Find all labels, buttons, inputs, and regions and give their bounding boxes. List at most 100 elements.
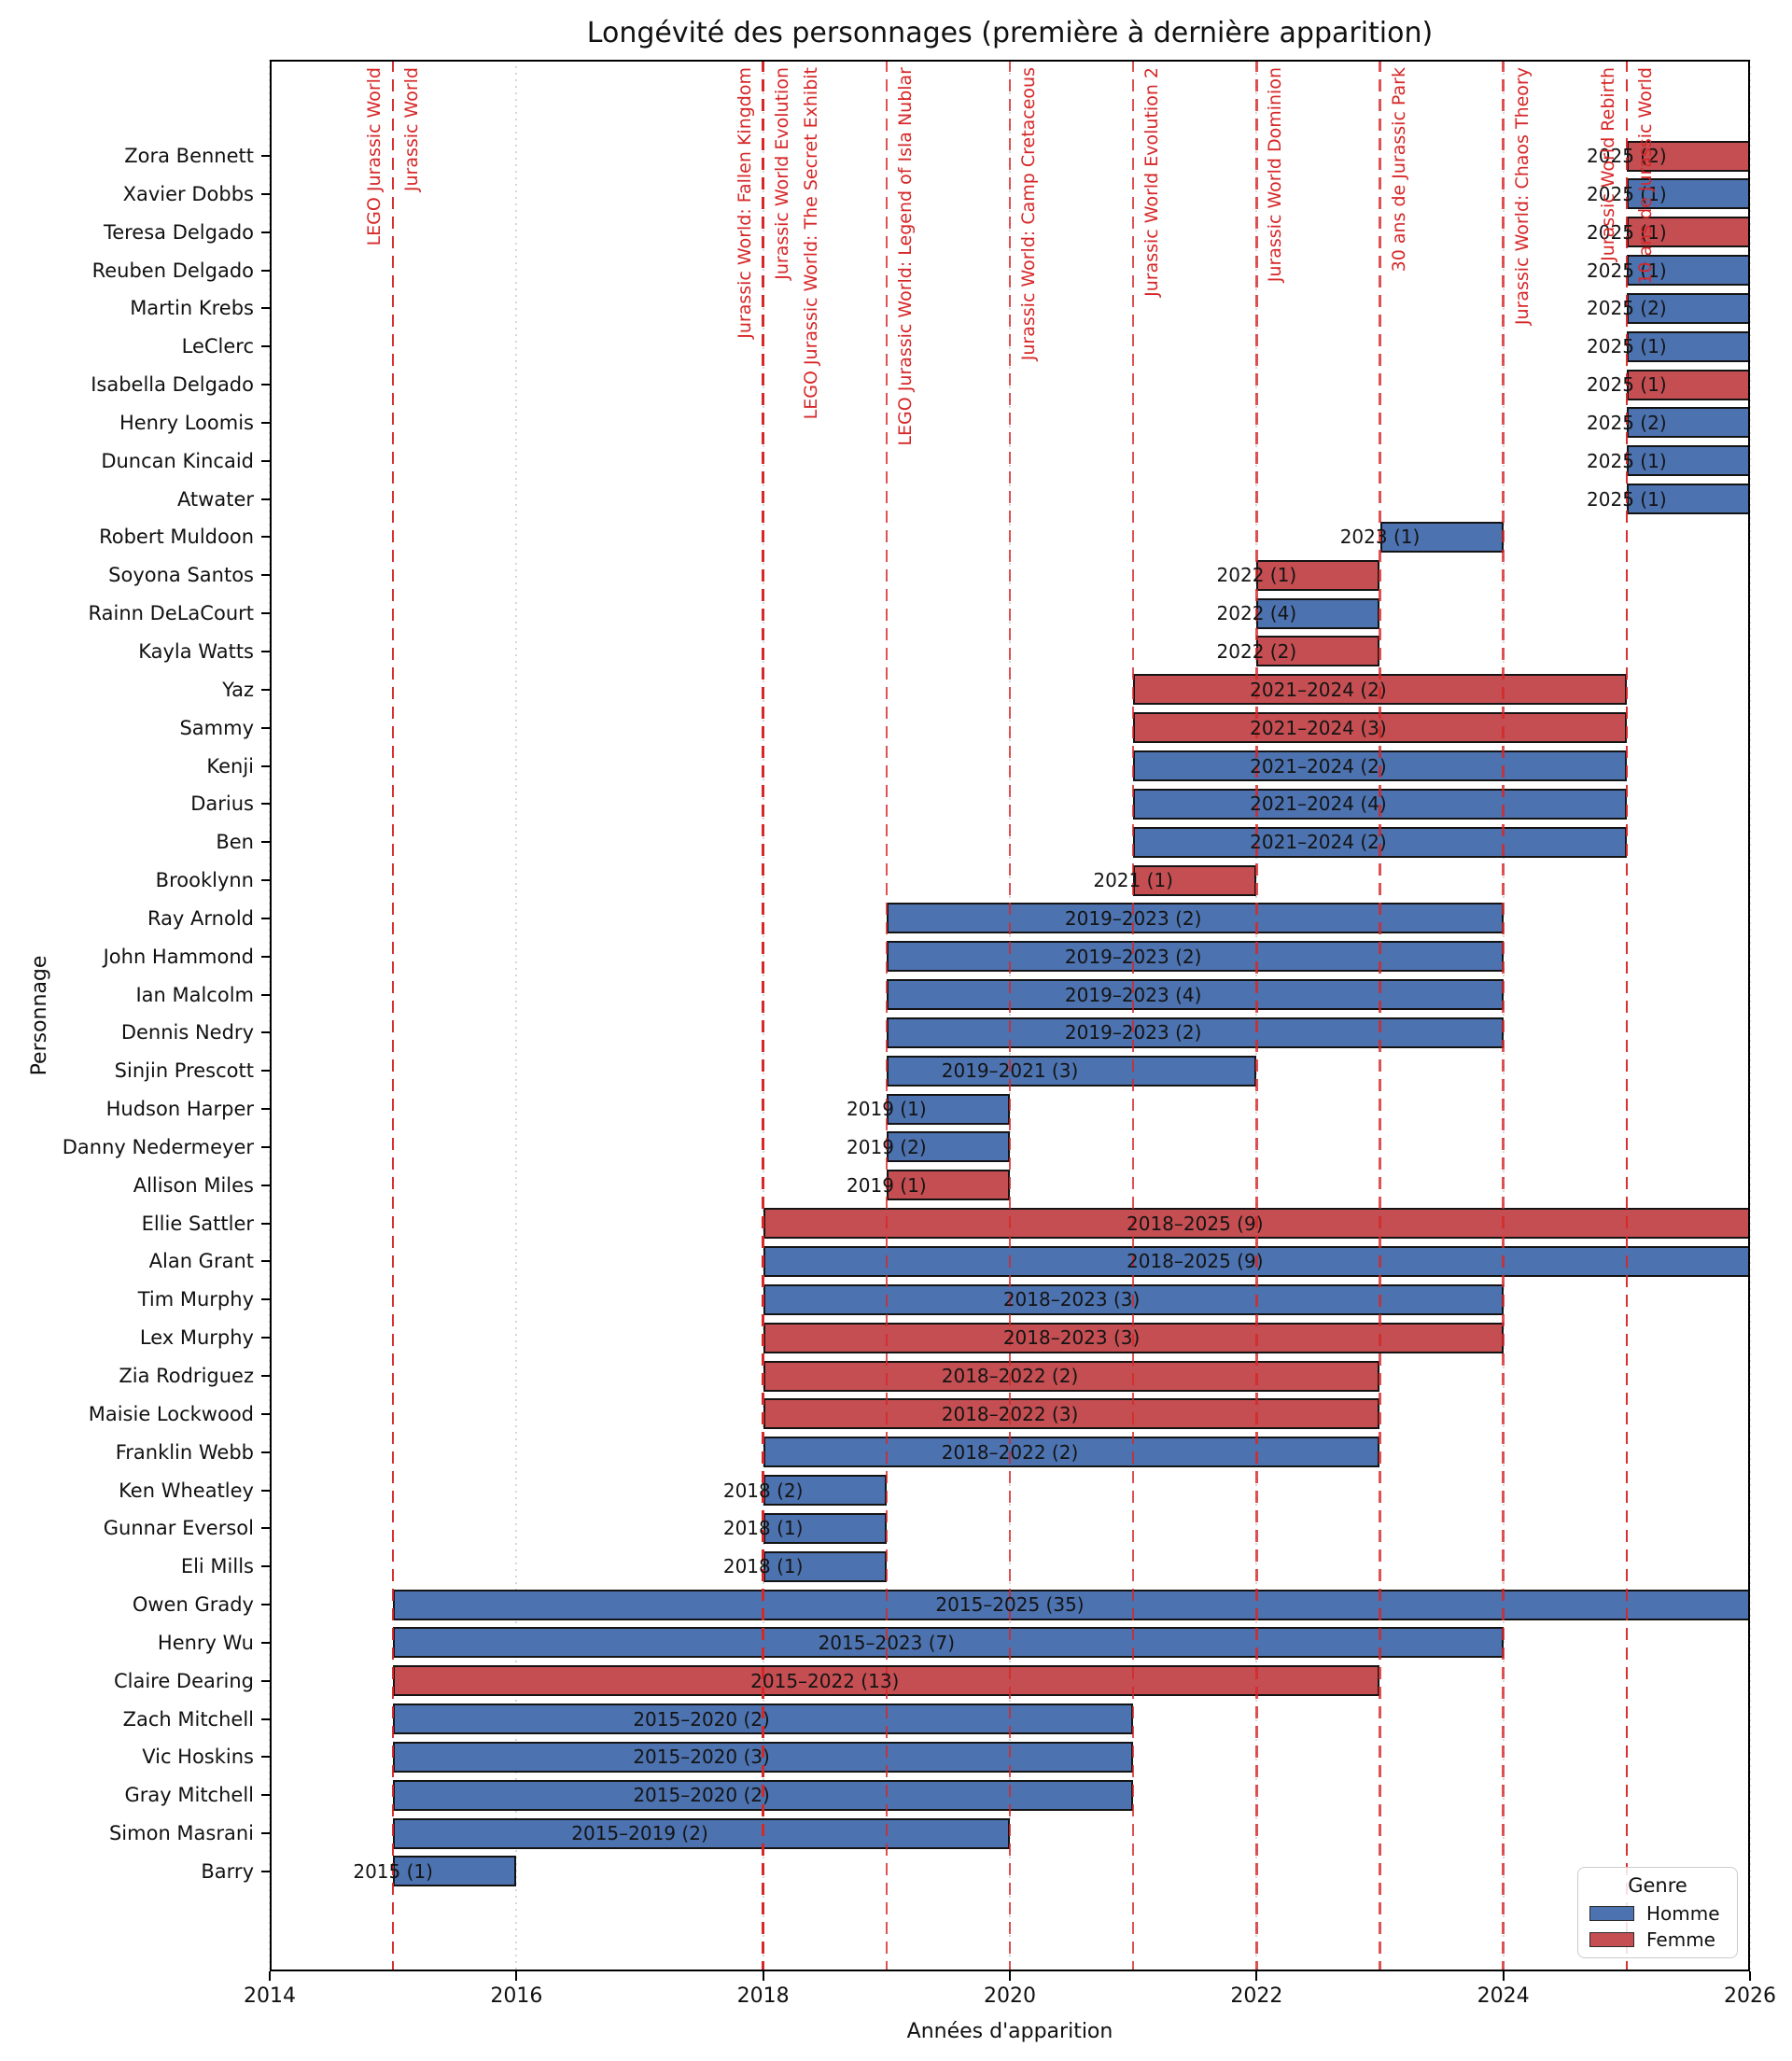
y-tick-mark	[261, 231, 270, 233]
y-tick-label: Henry Wu	[157, 1631, 254, 1654]
y-tick-mark	[261, 1756, 270, 1759]
x-tick-label: 2016	[490, 1984, 543, 2008]
legend-item-label: Femme	[1646, 1928, 1715, 1951]
y-tick-label: Rainn DeLaCourt	[88, 602, 254, 625]
event-label: LEGO Jurassic World: Legend of Isla Nubl…	[894, 67, 916, 446]
gantt-bar	[1626, 407, 1750, 439]
y-tick-mark	[261, 1870, 270, 1872]
gantt-bar	[763, 1437, 1380, 1468]
y-tick-mark	[261, 155, 270, 157]
y-tick-label: Darius	[190, 792, 254, 816]
y-tick-mark	[261, 384, 270, 386]
y-tick-label: Maisie Lockwood	[88, 1402, 254, 1425]
x-tick-mark	[1009, 1971, 1011, 1981]
y-tick-label: Henry Loomis	[119, 411, 254, 434]
bar-range-label: 2015–2019 (2)	[571, 1822, 708, 1845]
y-tick-mark	[261, 269, 270, 272]
x-tick-mark	[1255, 1971, 1258, 1981]
event-line	[1008, 60, 1012, 1971]
y-tick-label: Kenji	[206, 754, 254, 778]
y-tick-label: Teresa Delgado	[103, 220, 254, 244]
y-tick-mark	[261, 421, 270, 424]
x-tick-label: 2024	[1477, 1984, 1530, 2008]
bar-range-label: 2015 (1)	[353, 1859, 433, 1883]
bar-range-label: 2025 (2)	[1587, 145, 1667, 167]
gantt-bar	[886, 903, 1504, 934]
gantt-bar	[1256, 559, 1380, 591]
y-tick-label: Robert Muldoon	[99, 526, 254, 549]
y-tick-label: Gunnar Eversol	[103, 1517, 254, 1540]
y-tick-label: Barry	[201, 1859, 254, 1883]
gantt-bar	[393, 1589, 1750, 1620]
y-tick-mark	[261, 1565, 270, 1568]
gantt-bar	[1626, 140, 1750, 172]
legend-swatch	[1589, 1932, 1634, 1947]
event-label: 30 ans de Jurassic Park	[1388, 67, 1409, 273]
event-label: Jurassic World Evolution 2	[1141, 67, 1163, 297]
y-tick-mark	[261, 1489, 270, 1492]
y-tick-mark	[261, 192, 270, 195]
gantt-bar	[886, 979, 1504, 1011]
event-line	[1625, 60, 1629, 1971]
y-tick-mark	[261, 841, 270, 844]
legend-item: Homme	[1589, 1902, 1737, 1925]
y-tick-label: Brooklynn	[155, 869, 254, 892]
x-tick-mark	[762, 1971, 764, 1981]
y-tick-mark	[261, 879, 270, 882]
event-line	[1255, 60, 1258, 1971]
y-tick-label: Gray Mitchell	[124, 1784, 254, 1807]
bar-range-label: 2025 (2)	[1587, 297, 1667, 320]
gantt-bar	[1626, 255, 1750, 287]
x-axis-label: Années d'apparition	[906, 2020, 1113, 2043]
y-tick-mark	[261, 1375, 270, 1377]
event-label: Jurassic World: Chaos Theory	[1511, 67, 1533, 326]
y-tick-label: Zora Bennett	[124, 145, 254, 167]
gantt-bar	[763, 1475, 887, 1507]
gantt-bar	[886, 1016, 1504, 1048]
y-tick-mark	[261, 1451, 270, 1453]
y-tick-mark	[261, 1679, 270, 1682]
gantt-bar	[1626, 217, 1750, 248]
gantt-bar	[763, 1550, 887, 1582]
y-tick-label: Zia Rodriguez	[119, 1365, 254, 1387]
bar-range-label: 2018–2023 (3)	[1002, 1326, 1141, 1350]
bar-range-label: 2025 (1)	[1587, 259, 1667, 282]
y-tick-label: LeClerc	[181, 335, 254, 358]
event-label: 10 ans de Jurassic World	[1634, 67, 1656, 285]
y-tick-mark	[261, 1260, 270, 1263]
y-tick-label: Kayla Watts	[138, 639, 254, 663]
x-gridline	[1749, 60, 1751, 1971]
legend-item-label: Homme	[1646, 1902, 1720, 1925]
y-tick-mark	[261, 650, 270, 652]
y-tick-mark	[261, 1832, 270, 1835]
bar-range-label: 2015–2025 (35)	[935, 1593, 1085, 1617]
x-tick-label: 2020	[984, 1984, 1036, 2008]
y-tick-label: Sammy	[179, 716, 254, 739]
bar-range-label: 2025 (1)	[1587, 373, 1667, 397]
y-tick-mark	[261, 1108, 270, 1111]
y-tick-mark	[261, 1145, 270, 1148]
bar-range-label: 2025 (1)	[1587, 487, 1667, 511]
y-tick-mark	[261, 917, 270, 919]
gantt-bar	[1256, 636, 1380, 667]
event-line	[885, 60, 889, 1971]
y-tick-label: Lex Murphy	[139, 1326, 254, 1350]
legend-item: Femme	[1589, 1928, 1737, 1951]
bar-range-label: 2019 (2)	[847, 1135, 927, 1158]
gantt-bar	[1626, 292, 1750, 324]
y-tick-mark	[261, 688, 270, 691]
y-tick-mark	[261, 498, 270, 500]
x-tick-label: 2014	[244, 1984, 296, 2008]
gantt-bar	[1256, 597, 1380, 629]
event-label: Jurassic World Rebirth	[1597, 67, 1618, 261]
x-tick-mark	[1502, 1971, 1505, 1981]
y-tick-mark	[261, 993, 270, 996]
legend-items: Homme Femme	[1578, 1902, 1737, 1951]
x-tick-mark	[1749, 1971, 1751, 1981]
bar-range-label: 2022 (2)	[1216, 639, 1297, 663]
y-tick-label: Reuben Delgado	[91, 259, 254, 282]
y-tick-mark	[261, 1641, 270, 1644]
y-tick-label: Dennis Nedry	[120, 1021, 254, 1045]
y-tick-mark	[261, 1031, 270, 1034]
